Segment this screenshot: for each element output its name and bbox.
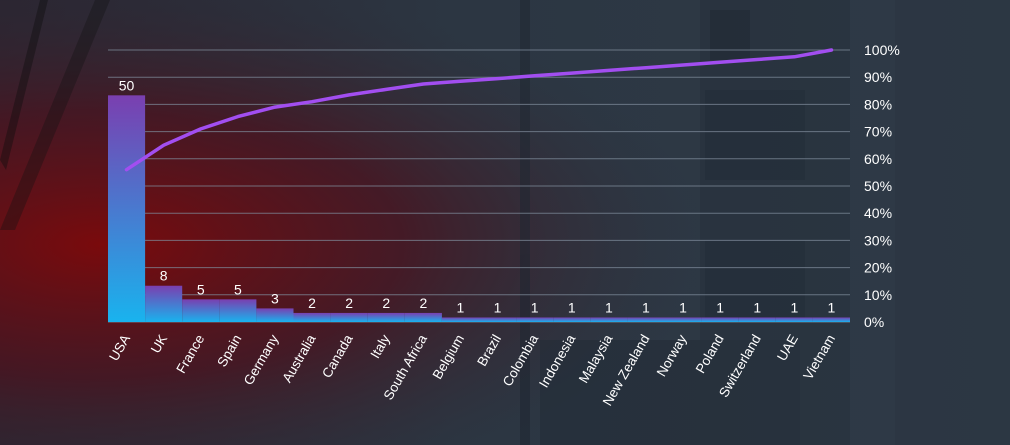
bar-uk <box>145 285 183 322</box>
category-label: UAE <box>774 332 801 364</box>
y2-tick-label: 60% <box>864 151 892 167</box>
secondary-axis-ticks: 0% 10% 20% 30% 40% 50% 60% 70% 80% 90% 100% <box>864 42 900 330</box>
y2-tick-label: 90% <box>864 69 892 85</box>
y2-tick-label: 50% <box>864 178 892 194</box>
bar-value-label: 1 <box>828 299 836 315</box>
gridlines <box>108 49 850 323</box>
bar-usa <box>108 95 146 322</box>
bar-value-label: 1 <box>531 299 539 315</box>
bar-value-label: 50 <box>119 77 135 93</box>
category-label: Canada <box>319 332 356 381</box>
bar-value-label: 5 <box>234 281 242 297</box>
category-label: Norway <box>654 332 690 379</box>
category-label: Australia <box>279 332 318 385</box>
bar-indonesia <box>553 317 591 322</box>
bar-value-label: 1 <box>753 299 761 315</box>
bar-value-label: 2 <box>419 295 427 311</box>
bar-vietnam <box>812 317 850 322</box>
bar-value-label: 1 <box>679 299 687 315</box>
bar-poland <box>701 317 739 322</box>
bar-australia <box>293 312 331 322</box>
bar-value-label: 1 <box>716 299 724 315</box>
bar-belgium <box>441 317 479 322</box>
bar-south-africa <box>404 312 442 322</box>
bar-value-label: 2 <box>382 295 390 311</box>
y2-tick-label: 0% <box>864 314 884 330</box>
bar-value-label: 1 <box>568 299 576 315</box>
bar-colombia <box>516 317 554 322</box>
bar-italy <box>367 312 405 322</box>
cumulative-percent-line <box>124 48 834 172</box>
category-label: Belgium <box>430 332 467 382</box>
category-label: Indonesia <box>536 332 579 391</box>
category-label: Colombia <box>500 332 542 389</box>
bar-switzerland <box>738 317 776 322</box>
bar-canada <box>330 312 368 322</box>
bar-value-label: 2 <box>308 295 316 311</box>
category-label: Germany <box>241 332 282 388</box>
category-label: Spain <box>214 332 244 369</box>
category-label: France <box>173 332 207 376</box>
bar-value-label: 1 <box>790 299 798 315</box>
category-label: Vietnam <box>800 332 838 382</box>
y2-tick-label: 100% <box>864 42 900 58</box>
category-label: Brazil <box>474 332 504 369</box>
data-labels: 50 8 5 5 3 2 2 2 2 1 1 1 1 1 1 1 1 1 1 1 <box>119 77 836 315</box>
bar-value-label: 5 <box>197 281 205 297</box>
y2-tick-label: 10% <box>864 287 892 303</box>
bar-brazil <box>479 317 517 322</box>
y2-tick-label: 40% <box>864 205 892 221</box>
category-label: UK <box>148 332 170 356</box>
bar-norway <box>664 317 702 322</box>
cumulative-line <box>124 48 834 172</box>
category-label: USA <box>106 332 133 364</box>
bar-value-label: 8 <box>160 268 168 284</box>
bar-value-label: 2 <box>345 295 353 311</box>
bar-uae <box>775 317 813 322</box>
bar-value-label: 1 <box>457 299 465 315</box>
bars <box>108 95 850 322</box>
bar-value-label: 1 <box>494 299 502 315</box>
y2-tick-label: 20% <box>864 260 892 276</box>
bar-malaysia <box>590 317 628 322</box>
category-label: Italy <box>367 332 392 361</box>
y2-tick-label: 80% <box>864 96 892 112</box>
category-label: Malaysia <box>576 332 616 386</box>
y2-tick-label: 30% <box>864 232 892 248</box>
bar-france <box>182 299 220 322</box>
bar-spain <box>219 299 257 322</box>
bar-new-zealand <box>627 317 665 322</box>
bar-value-label: 1 <box>605 299 613 315</box>
bar-value-label: 1 <box>642 299 650 315</box>
bar-value-label: 3 <box>271 290 279 306</box>
bar-germany <box>256 308 294 322</box>
building-silhouette <box>520 0 1010 445</box>
category-label: Poland <box>693 332 727 376</box>
y2-tick-label: 70% <box>864 124 892 140</box>
